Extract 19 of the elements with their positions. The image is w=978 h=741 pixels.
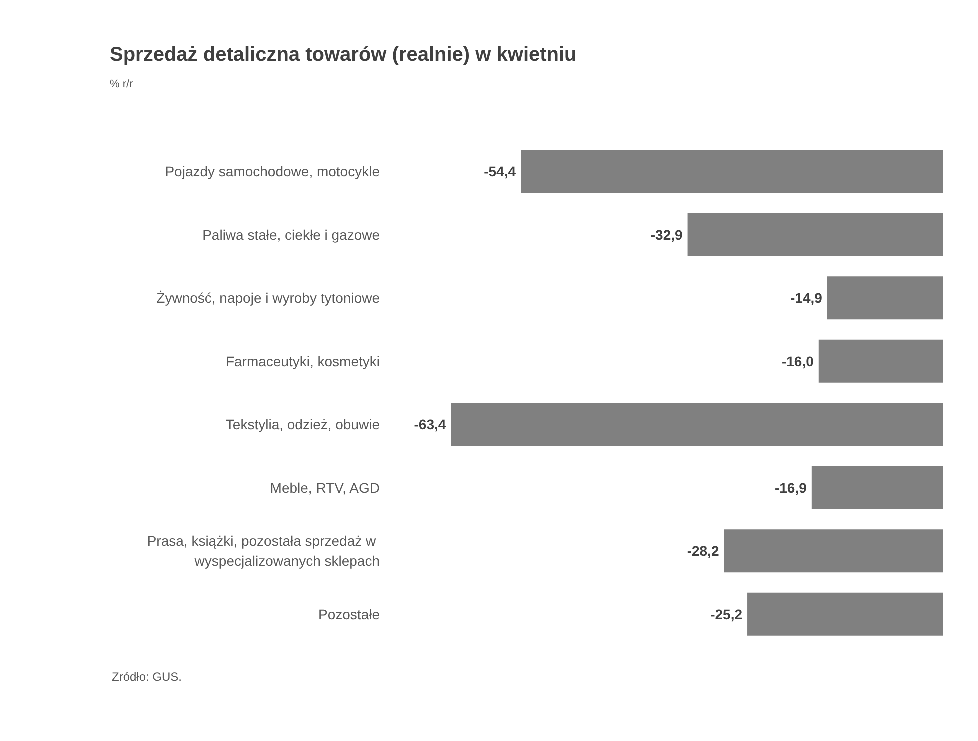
y-tick-label: Żywność, napoje i wyroby tytoniowe: [156, 290, 380, 306]
chart-title: Sprzedaż detaliczna towarów (realnie) w kwietniu: [110, 44, 577, 66]
y-tick-label: Prasa, książki, pozostała sprzedaż w wyspecjalizowanych sklepach: [147, 533, 380, 570]
y-tick-label: Meble, RTV, AGD: [270, 480, 380, 496]
y-tick-label: Paliwa stałe, ciekłe i gazowe: [202, 226, 380, 243]
data-label: -16,9: [774, 480, 808, 496]
data-label: -25,2: [710, 606, 743, 622]
y-tick-label: Farmaceutyki, kosmetyki: [226, 353, 380, 370]
y-tick-label: Pozostałe: [318, 606, 380, 622]
y-tick-label: Tekstylia, odzież, obuwie: [226, 416, 380, 433]
data-label: -63,4: [414, 416, 446, 433]
text: % r/r: [110, 78, 134, 90]
data-label: -32,9: [650, 226, 683, 243]
text: Zródło: GUS.: [112, 670, 182, 684]
data-label: -16,0: [782, 353, 814, 370]
y-tick-label: Pojazdy samochodowe, motocykle: [165, 164, 380, 180]
data-label: -14,9: [790, 290, 823, 306]
data-label: -54,4: [484, 164, 516, 180]
data-label: -28,2: [687, 543, 720, 560]
